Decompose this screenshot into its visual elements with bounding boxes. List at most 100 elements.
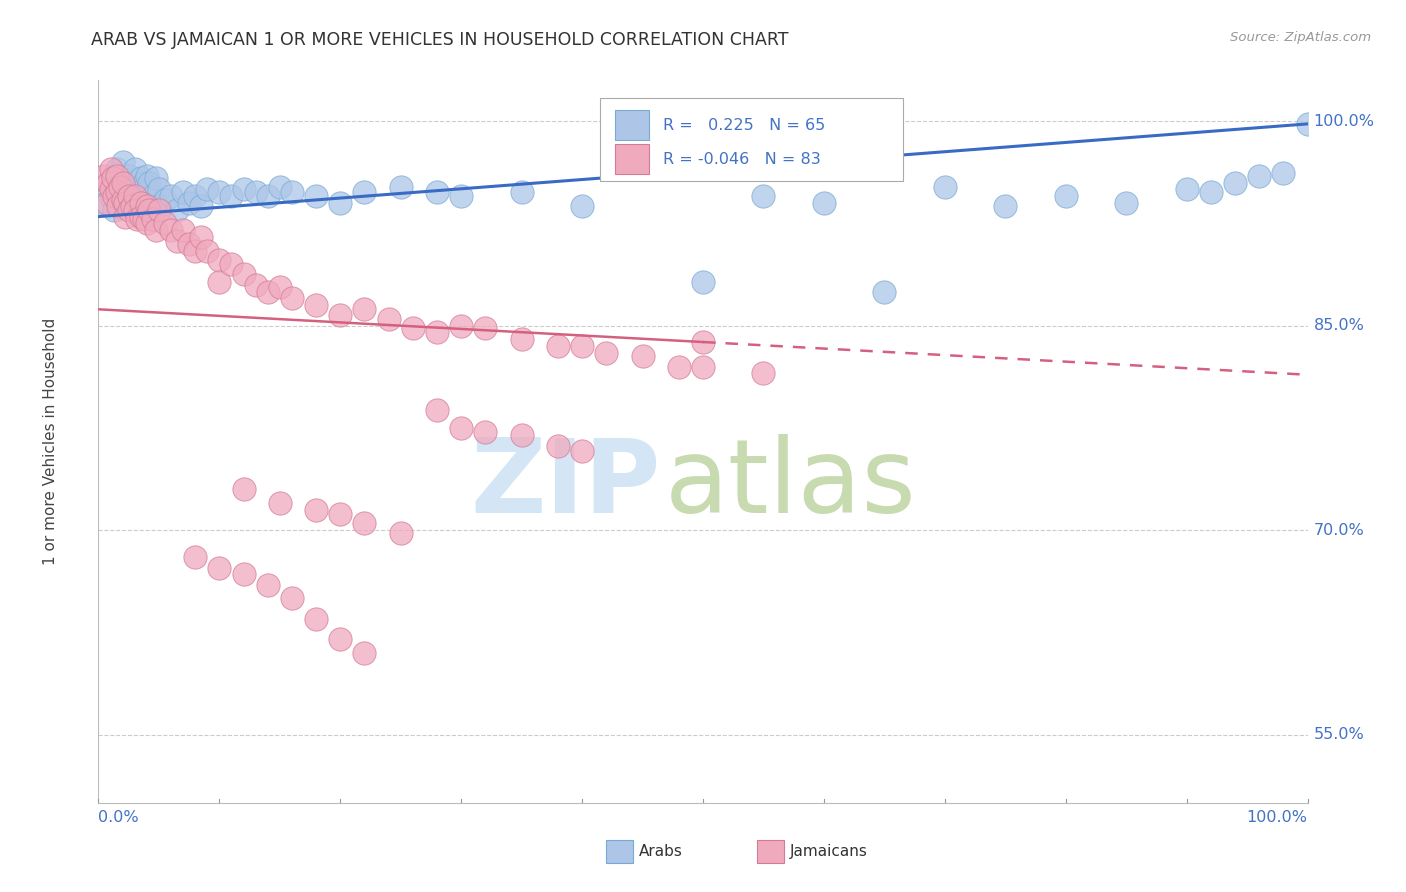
Point (426, 403, 449, 417)
Point (148, 199, 170, 213)
Point (1175, 182, 1198, 196)
Point (172, 223, 194, 237)
Point (221, 257, 243, 271)
Point (353, 516, 375, 531)
Point (184, 189, 207, 203)
Text: 1 or more Vehicles in Household: 1 or more Vehicles in Household (42, 318, 58, 566)
Point (353, 302, 375, 317)
Point (329, 632, 352, 647)
Point (232, 482, 254, 496)
Point (571, 199, 593, 213)
Point (305, 298, 328, 312)
Point (281, 185, 304, 199)
Point (426, 185, 449, 199)
Point (510, 185, 533, 199)
Point (118, 169, 141, 183)
Point (148, 202, 170, 217)
Point (353, 185, 375, 199)
Point (105, 161, 128, 176)
Point (1249, 169, 1271, 183)
Point (474, 321, 496, 335)
Point (121, 176, 143, 190)
Text: 85.0%: 85.0% (1313, 318, 1364, 334)
Point (111, 155, 134, 169)
Point (105, 185, 128, 199)
Point (103, 189, 125, 203)
Point (208, 561, 231, 575)
Point (269, 179, 291, 194)
Point (108, 171, 131, 186)
Point (389, 525, 412, 540)
Point (232, 182, 254, 196)
Point (813, 196, 835, 211)
Point (145, 223, 167, 237)
FancyBboxPatch shape (758, 840, 785, 863)
Point (353, 646, 375, 660)
Point (232, 267, 254, 281)
Text: ZIP: ZIP (470, 434, 661, 535)
Point (1272, 166, 1295, 180)
Point (129, 196, 152, 211)
Point (160, 189, 183, 203)
FancyBboxPatch shape (600, 98, 903, 181)
Point (195, 244, 218, 258)
Point (124, 202, 146, 217)
Point (571, 339, 593, 353)
Point (402, 321, 425, 335)
Point (329, 196, 352, 211)
Point (1115, 196, 1137, 211)
Point (108, 179, 131, 194)
Point (377, 311, 399, 326)
Point (281, 591, 304, 606)
Point (571, 444, 593, 458)
Point (121, 199, 143, 213)
Point (111, 176, 134, 190)
Point (127, 196, 149, 211)
Point (124, 182, 146, 196)
Point (305, 502, 328, 516)
Point (97, 176, 120, 190)
Point (114, 196, 136, 211)
Point (1223, 176, 1246, 190)
Text: 100.0%: 100.0% (1247, 810, 1308, 824)
Point (426, 326, 449, 340)
Point (153, 193, 176, 207)
Point (127, 212, 149, 227)
Point (107, 196, 129, 211)
Point (752, 189, 775, 203)
Point (166, 234, 188, 248)
Point (179, 236, 201, 251)
Point (329, 308, 352, 322)
Point (208, 185, 231, 199)
FancyBboxPatch shape (614, 144, 648, 174)
Point (145, 171, 167, 186)
Point (93, 196, 115, 211)
Point (96, 196, 118, 211)
Point (100, 182, 122, 196)
Point (305, 612, 328, 626)
Point (148, 182, 170, 196)
Point (124, 189, 146, 203)
Point (195, 182, 218, 196)
Point (107, 199, 129, 213)
Point (172, 185, 194, 199)
Point (111, 193, 134, 207)
Point (160, 223, 183, 237)
Text: Jamaicans: Jamaicans (790, 845, 868, 859)
Point (129, 210, 152, 224)
Text: atlas: atlas (664, 434, 917, 535)
Point (752, 367, 775, 381)
Point (934, 179, 956, 194)
Text: Source: ZipAtlas.com: Source: ZipAtlas.com (1230, 31, 1371, 45)
Point (166, 202, 188, 217)
Point (93, 169, 115, 183)
Point (474, 425, 496, 439)
Point (269, 496, 291, 510)
Point (510, 427, 533, 442)
Point (105, 182, 128, 196)
Point (1054, 189, 1077, 203)
Point (547, 339, 569, 353)
Point (111, 176, 134, 190)
Point (547, 439, 569, 453)
Text: R = -0.046   N = 83: R = -0.046 N = 83 (664, 152, 821, 167)
